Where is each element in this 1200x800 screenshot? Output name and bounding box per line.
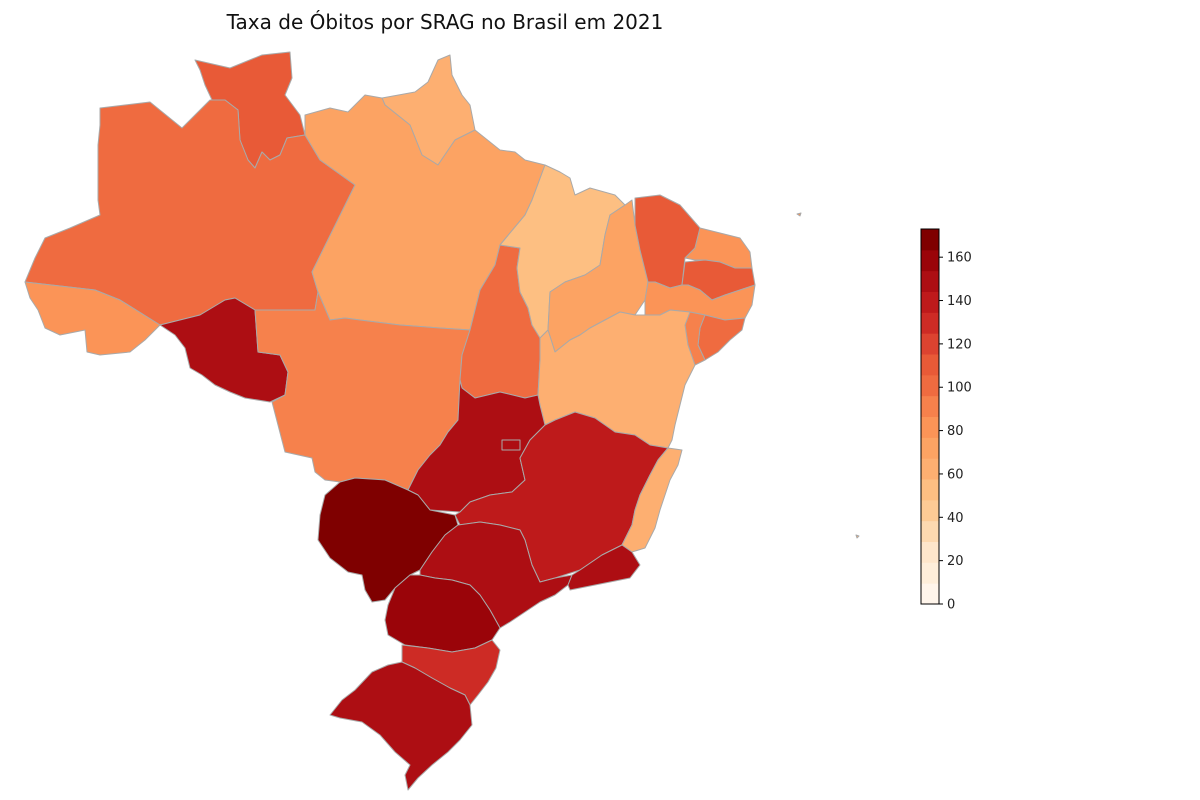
island-trindade xyxy=(855,534,860,539)
colorbar-step xyxy=(921,416,939,438)
colorbar-step xyxy=(921,229,939,251)
colorbar-step xyxy=(921,291,939,313)
colorbar-step xyxy=(921,374,939,397)
colorbar-step xyxy=(921,562,939,584)
colorbar-tick-label: 120 xyxy=(947,337,972,352)
colorbar-frame xyxy=(920,228,940,605)
state-DF[interactable] xyxy=(501,439,521,451)
colorbar-step xyxy=(921,333,939,355)
state-PR[interactable] xyxy=(384,574,501,653)
colorbar-step xyxy=(921,458,939,480)
state-ES[interactable] xyxy=(621,447,683,553)
colorbar: 0 20 40 60 80 100 120 140 160 xyxy=(920,228,972,613)
colorbar-step xyxy=(921,520,939,542)
colorbar-tick-label: 160 xyxy=(947,251,972,266)
colorbar-step xyxy=(921,541,939,563)
colorbar-tick-label: 20 xyxy=(947,554,964,569)
states-layer xyxy=(24,51,860,791)
colorbar-tick-label: 100 xyxy=(947,381,972,396)
colorbar-step xyxy=(921,499,939,522)
colorbar-step xyxy=(921,583,939,605)
state-AL[interactable] xyxy=(697,314,746,361)
colorbar-step xyxy=(921,395,939,417)
colorbar-tick-label: 40 xyxy=(947,511,964,526)
colorbar-tick-label: 140 xyxy=(947,294,972,309)
colorbar-tick-label: 60 xyxy=(947,467,964,482)
colorbar-tick-label: 0 xyxy=(947,598,955,613)
colorbar-step xyxy=(921,479,939,501)
state-RJ[interactable] xyxy=(567,544,641,591)
colorbar-step xyxy=(921,270,939,292)
island-fernando-de-noronha xyxy=(796,212,802,217)
colorbar-step xyxy=(921,312,939,334)
colorbar-step xyxy=(921,437,939,459)
map-title: Taxa de Óbitos por SRAG no Brasil em 202… xyxy=(226,10,664,34)
colorbar-step xyxy=(921,354,939,376)
state-RS[interactable] xyxy=(329,661,473,791)
colorbar-steps xyxy=(921,229,939,605)
state-AC[interactable] xyxy=(24,281,161,356)
colorbar-ticks: 0 20 40 60 80 100 120 140 160 xyxy=(939,251,972,613)
colorbar-step xyxy=(921,249,939,272)
colorbar-tick-label: 80 xyxy=(947,424,964,439)
